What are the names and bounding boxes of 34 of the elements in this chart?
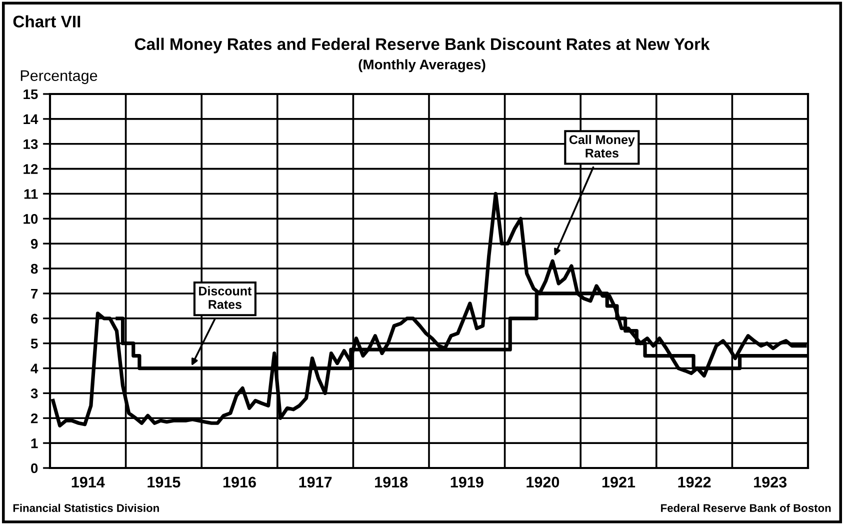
annotation: Discount Rates [199, 286, 252, 309]
y-axis-title: Percentage [20, 70, 98, 84]
y-tick-label: 2 [30, 413, 38, 424]
y-tick-label: 11 [24, 189, 38, 199]
x-tick-label: 1918 [375, 476, 408, 488]
x-tick-label: 1916 [223, 476, 256, 488]
y-tick-label: 8 [30, 264, 38, 274]
x-tick-label: 1917 [299, 476, 332, 488]
y-tick-label: 15 [24, 89, 38, 100]
x-tick-label: 1915 [148, 476, 180, 488]
y-tick-label: 3 [30, 388, 38, 398]
text: Chart VII [13, 15, 80, 28]
x-tick-label: 1919 [450, 476, 484, 488]
x-tick-label: 1920 [526, 476, 560, 488]
x-tick-label: 1922 [678, 476, 711, 488]
chart-title: Call Money Rates and Federal Reserve Bank Discount Rates at New York [134, 38, 710, 54]
y-tick-label: 7 [31, 288, 38, 298]
y-tick-label: 6 [30, 314, 38, 324]
y-tick-label: 13 [24, 139, 38, 150]
y-tick-label: 4 [30, 364, 38, 374]
y-tick-label: 9 [30, 238, 38, 249]
y-tick-label: 1 [31, 438, 38, 448]
text: Federal Reserve Bank of Boston [661, 504, 831, 512]
y-tick-label: 14 [24, 114, 38, 124]
chart-subtitle: (Monthly Averages) [358, 59, 486, 72]
text: Financial Statistics Division [13, 504, 159, 512]
annotation: Call Money Rates [569, 134, 635, 158]
y-tick-label: 5 [30, 338, 38, 349]
y-tick-label: 12 [24, 164, 38, 174]
x-tick-label: 1921 [602, 476, 636, 488]
x-tick-label: 1923 [754, 476, 787, 488]
x-tick-label: 1914 [72, 476, 105, 488]
y-tick-label: 10 [24, 214, 38, 224]
y-tick-label: 0 [31, 463, 38, 474]
